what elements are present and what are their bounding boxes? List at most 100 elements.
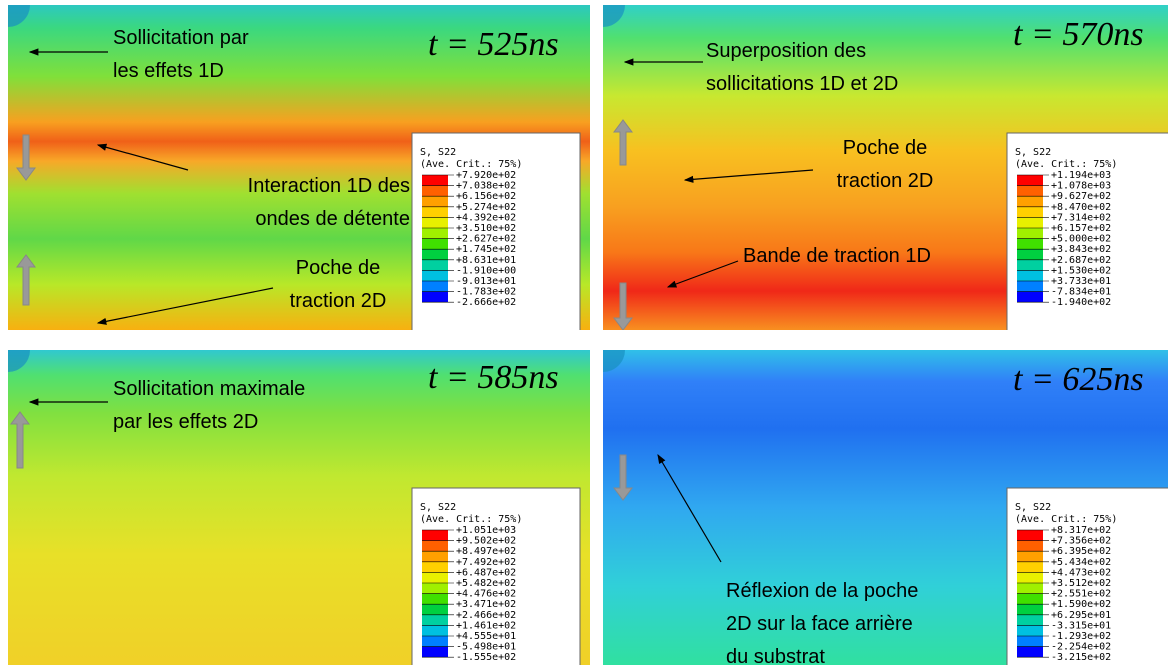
annotation-arrow <box>657 453 722 563</box>
legend-swatch <box>1017 281 1043 292</box>
legend-swatch <box>1017 270 1043 281</box>
legend-swatch <box>422 530 448 541</box>
annotation: sollicitations 1D et 2D <box>706 73 898 95</box>
legend-swatch <box>422 604 448 615</box>
legend-label: -3.215e+02 <box>1051 652 1111 663</box>
time-label: t = 625ns <box>1013 361 1144 398</box>
legend-label: +5.434e+02 <box>1051 557 1111 568</box>
legend-label: +1.194e+03 <box>1051 170 1111 181</box>
legend-label: +5.000e+02 <box>1051 234 1111 245</box>
legend-label: +5.274e+02 <box>456 202 516 213</box>
legend-label: +7.038e+02 <box>456 181 516 192</box>
legend-swatch <box>1017 185 1043 197</box>
impact-zone <box>8 350 30 372</box>
panel-overlay: t = 525ns Sollicitation par les effets 1D I… <box>8 5 581 330</box>
legend-swatch <box>422 636 448 647</box>
legend-subtitle: (Ave. Crit.: 75%) <box>1015 159 1117 170</box>
legend-swatch <box>422 291 448 303</box>
legend-swatch <box>422 551 448 562</box>
legend-title: S, S22 <box>420 502 456 513</box>
legend-label: +9.502e+02 <box>456 536 516 547</box>
legend-swatch <box>422 217 448 228</box>
legend-label: +7.492e+02 <box>456 557 516 568</box>
annotation: Poche de <box>296 257 381 279</box>
legend-label: +4.392e+02 <box>456 212 516 223</box>
legend-label: +9.627e+02 <box>1051 191 1111 202</box>
legend-label: -7.834e+01 <box>1051 287 1111 298</box>
annotation: 2D sur la face arrière <box>726 613 913 635</box>
legend-swatch <box>422 540 448 552</box>
legend-swatch <box>1017 238 1043 250</box>
stress-field-panel: t = 625ns Réflexion de la poche 2D sur la … <box>603 350 1168 665</box>
legend-swatch <box>1017 604 1043 615</box>
legend-label: +3.471e+02 <box>456 599 516 610</box>
legend-label: +1.745e+02 <box>456 244 516 255</box>
legend-swatch <box>422 238 448 250</box>
stress-field-panel: t = 585ns Sollicitation maximale par les e… <box>8 350 590 665</box>
legend-label: +8.497e+02 <box>456 546 516 557</box>
legend-label: +2.466e+02 <box>456 610 516 621</box>
legend-label: +7.920e+02 <box>456 170 516 181</box>
legend-swatch <box>1017 196 1043 207</box>
legend-swatch <box>1017 551 1043 562</box>
legend-label: -1.910e+00 <box>456 265 516 276</box>
legend-swatch <box>1017 614 1043 626</box>
annotation: traction 2D <box>837 170 934 192</box>
annotation: les effets 1D <box>113 60 224 82</box>
legend-label: +8.317e+02 <box>1051 525 1111 536</box>
legend-label: +6.156e+02 <box>456 191 516 202</box>
annotation: Interaction 1D des <box>248 175 410 197</box>
legend-subtitle: (Ave. Crit.: 75%) <box>1015 514 1117 525</box>
legend-label: -5.498e+01 <box>456 642 516 653</box>
legend-swatch <box>1017 291 1043 303</box>
legend-swatch <box>422 228 448 239</box>
legend-subtitle: (Ave. Crit.: 75%) <box>420 159 522 170</box>
legend-swatch <box>422 281 448 292</box>
legend-label: +5.482e+02 <box>456 578 516 589</box>
legend-label: +3.510e+02 <box>456 223 516 234</box>
legend-label: +2.627e+02 <box>456 234 516 245</box>
legend-label: -1.783e+02 <box>456 287 516 298</box>
legend-swatch <box>1017 259 1043 271</box>
legend-swatch <box>1017 249 1043 260</box>
legend-title: S, S22 <box>420 147 456 158</box>
legend-label: +1.461e+02 <box>456 620 516 631</box>
legend-subtitle: (Ave. Crit.: 75%) <box>420 514 522 525</box>
annotation-arrow <box>683 169 814 183</box>
legend-swatch <box>1017 636 1043 647</box>
legend-label: +1.051e+03 <box>456 525 516 536</box>
time-label: t = 525ns <box>428 26 559 63</box>
legend-swatch <box>1017 572 1043 583</box>
legend-title: S, S22 <box>1015 502 1051 513</box>
load-arrow <box>16 134 36 181</box>
legend-label: +3.843e+02 <box>1051 244 1111 255</box>
legend-swatch <box>1017 217 1043 228</box>
legend-label: +1.590e+02 <box>1051 599 1111 610</box>
legend-label: +3.512e+02 <box>1051 578 1111 589</box>
annotation: Superposition des <box>706 40 866 62</box>
legend-swatch <box>1017 583 1043 594</box>
legend-swatch <box>1017 625 1043 636</box>
time-label: t = 585ns <box>428 359 559 396</box>
legend-label: +6.487e+02 <box>456 567 516 578</box>
legend-swatch <box>422 259 448 271</box>
legend-label: -9.013e+01 <box>456 276 516 287</box>
legend-swatch <box>1017 175 1043 186</box>
legend-label: -1.940e+02 <box>1051 297 1111 308</box>
stress-field-panel: t = 525ns Sollicitation par les effets 1D I… <box>8 5 590 330</box>
panel-overlay: t = 585ns Sollicitation maximale par les e… <box>8 350 581 665</box>
legend-label: -2.254e+02 <box>1051 642 1111 653</box>
annotation: par les effets 2D <box>113 411 258 433</box>
annotation: du substrat <box>726 646 825 665</box>
load-arrow <box>613 454 633 501</box>
time-label: t = 570ns <box>1013 16 1144 53</box>
annotation: traction 2D <box>290 290 387 312</box>
annotation-arrow <box>96 287 274 325</box>
legend-label: -2.666e+02 <box>456 297 516 308</box>
impact-zone <box>603 5 625 27</box>
legend-swatch <box>422 175 448 186</box>
panel-overlay: t = 570ns Superposition des sollicitations… <box>603 5 1168 330</box>
impact-zone <box>8 5 30 27</box>
legend-swatch <box>1017 540 1043 552</box>
panel-overlay: t = 625ns Réflexion de la poche 2D sur la … <box>603 350 1168 665</box>
